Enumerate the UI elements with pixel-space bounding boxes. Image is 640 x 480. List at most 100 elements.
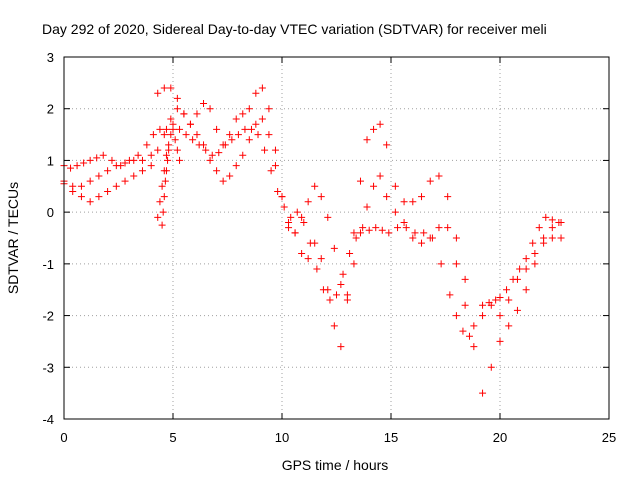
data-point [206, 156, 214, 164]
data-point [121, 159, 129, 167]
y-tick-label: 0 [47, 205, 54, 220]
data-point [548, 224, 556, 232]
data-point [352, 234, 360, 242]
data-point [134, 151, 142, 159]
data-point [180, 110, 188, 118]
data-point [522, 286, 530, 294]
data-point [165, 146, 173, 154]
data-point [343, 291, 351, 299]
data-point [479, 389, 487, 397]
data-point [492, 296, 500, 304]
data-point [159, 208, 167, 216]
grid-layer [64, 57, 609, 419]
data-point [298, 213, 306, 221]
data-point [461, 275, 469, 283]
data-point [160, 84, 168, 92]
data-point [245, 105, 253, 113]
data-point [376, 120, 384, 128]
data-point [324, 286, 332, 294]
x-tick-label: 25 [602, 430, 616, 445]
data-point [252, 120, 260, 128]
data-point [378, 226, 386, 234]
data-point [391, 182, 399, 190]
series-track-d [154, 125, 184, 221]
data-point [77, 182, 85, 190]
data-point [333, 291, 340, 299]
data-point [535, 224, 543, 232]
data-point [376, 172, 384, 180]
data-point [363, 136, 371, 144]
data-point [182, 131, 190, 139]
data-point [213, 167, 221, 175]
x-axis-label: GPS time / hours [282, 457, 389, 473]
data-point [254, 131, 262, 139]
data-point [67, 164, 75, 172]
data-point [291, 229, 299, 237]
data-point [158, 182, 166, 190]
data-point [265, 131, 273, 139]
data-point [167, 115, 175, 123]
data-point [219, 141, 227, 149]
marker-layer [60, 84, 565, 397]
data-point [176, 125, 184, 133]
data-point [93, 154, 101, 162]
data-point [418, 239, 426, 247]
data-point [228, 136, 236, 144]
data-point [154, 146, 162, 154]
data-point [80, 159, 88, 167]
data-point [411, 229, 419, 237]
data-point [176, 156, 184, 164]
data-point [496, 337, 504, 345]
data-point [239, 151, 247, 159]
data-point [437, 260, 445, 268]
data-point [503, 286, 511, 294]
data-point [300, 218, 308, 226]
data-point [400, 218, 408, 226]
data-point [444, 193, 452, 201]
data-point [108, 156, 116, 164]
data-point [505, 296, 513, 304]
data-point [337, 343, 345, 351]
data-point [112, 182, 120, 190]
data-point [95, 172, 103, 180]
data-point [208, 151, 216, 159]
y-tick-label: -3 [42, 360, 54, 375]
data-point [206, 105, 214, 113]
data-point [426, 177, 434, 185]
data-point [147, 162, 155, 170]
data-point [86, 177, 94, 185]
x-tick-label: 15 [384, 430, 398, 445]
data-point [522, 255, 530, 263]
data-point [350, 229, 358, 237]
data-point [418, 193, 426, 201]
data-point [444, 224, 452, 232]
data-point [383, 141, 391, 149]
data-point [330, 244, 338, 252]
data-point [173, 94, 181, 102]
data-point [372, 224, 380, 232]
data-point [470, 322, 478, 330]
data-point [167, 84, 175, 92]
data-point [162, 125, 170, 133]
data-point [104, 167, 112, 175]
data-point [370, 182, 378, 190]
data-point [370, 125, 378, 133]
data-point [258, 115, 266, 123]
data-point [452, 234, 460, 242]
x-tick-label: 5 [169, 430, 176, 445]
data-point [426, 234, 434, 242]
data-point [239, 110, 247, 118]
series-track-c [60, 84, 565, 397]
data-point [274, 187, 282, 195]
data-point [452, 260, 460, 268]
data-point [516, 265, 524, 273]
data-point [193, 131, 201, 139]
data-point [169, 125, 177, 133]
data-point [509, 275, 517, 283]
data-point [311, 239, 319, 247]
data-point [121, 177, 129, 185]
data-point [356, 177, 364, 185]
data-point [160, 131, 168, 139]
